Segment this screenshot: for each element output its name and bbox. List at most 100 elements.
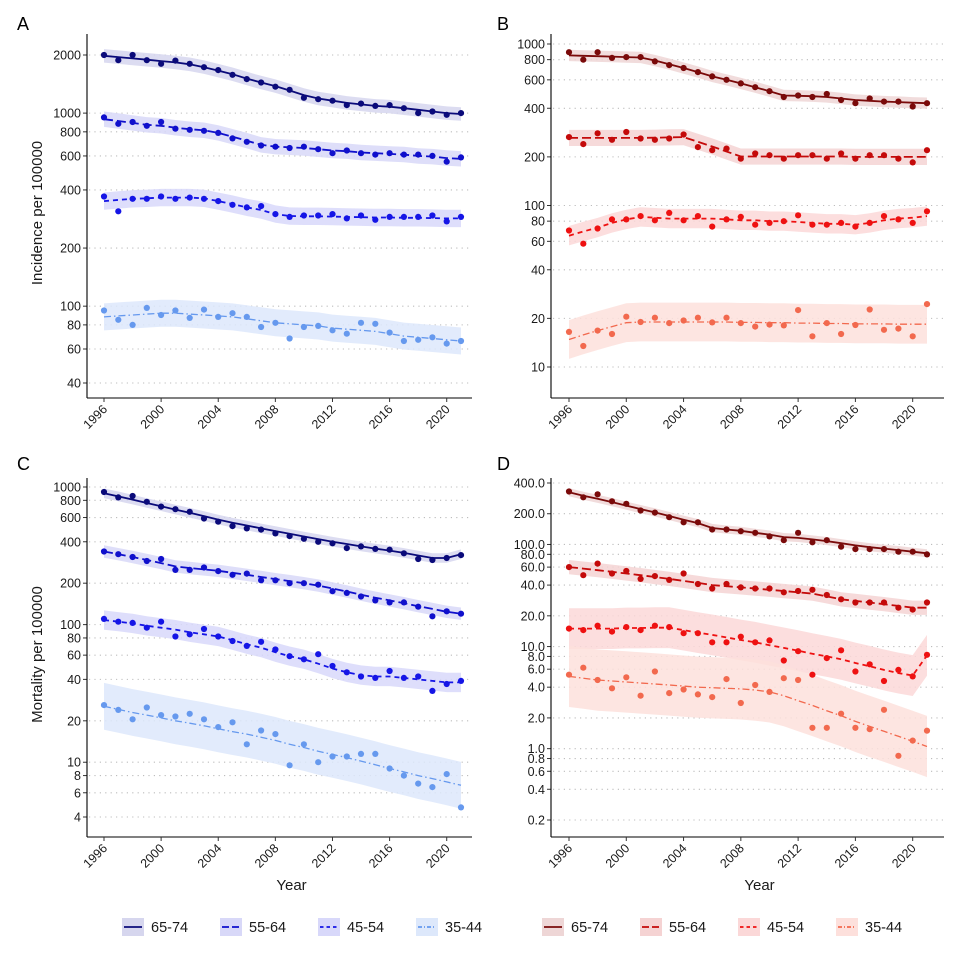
legend-item-red-45-54: 45-54 xyxy=(738,918,804,936)
data-point xyxy=(286,86,293,93)
y-tick-label: 600 xyxy=(60,149,81,163)
y-tick-label: 100.0 xyxy=(514,538,545,552)
data-point xyxy=(809,539,816,546)
data-point xyxy=(608,570,616,577)
data-point xyxy=(143,304,150,311)
data-point xyxy=(709,223,716,230)
data-point xyxy=(229,523,236,530)
data-point xyxy=(694,580,702,588)
data-point xyxy=(651,573,659,580)
legend-label: 65-74 xyxy=(151,920,188,936)
data-point xyxy=(329,97,336,104)
data-point xyxy=(343,330,350,337)
data-point xyxy=(651,622,659,629)
data-point xyxy=(852,100,859,107)
data-point xyxy=(357,673,365,680)
panel-label: A xyxy=(17,14,29,34)
y-tick-label: 600 xyxy=(524,73,545,87)
data-point xyxy=(315,212,322,219)
data-point xyxy=(823,591,830,599)
data-point xyxy=(780,322,787,329)
x-tick-label: 2012 xyxy=(775,402,805,432)
data-point xyxy=(357,750,365,758)
legend-label: 35-44 xyxy=(445,920,482,936)
data-point xyxy=(272,143,279,150)
data-point xyxy=(895,548,902,555)
data-point xyxy=(286,335,293,342)
data-point xyxy=(580,627,587,634)
data-point xyxy=(709,73,716,80)
ci-ribbon-35-44 xyxy=(104,299,461,355)
data-point xyxy=(723,76,730,83)
data-point xyxy=(329,327,336,334)
y-tick-label: 100 xyxy=(60,618,81,632)
data-point xyxy=(443,771,450,778)
y-tick-label: 20 xyxy=(67,714,81,728)
data-point xyxy=(415,110,422,117)
data-point xyxy=(429,108,436,115)
data-point xyxy=(923,147,931,154)
data-point xyxy=(229,135,236,142)
x-axis-title: Year xyxy=(744,877,774,894)
data-point xyxy=(666,320,673,327)
data-point xyxy=(200,515,208,522)
y-tick-label: 4 xyxy=(74,811,81,825)
y-tick-label: 40.0 xyxy=(521,579,545,593)
data-point xyxy=(852,599,859,606)
data-point xyxy=(272,83,279,90)
data-point xyxy=(752,323,759,330)
data-point xyxy=(357,100,365,107)
x-tick-label: 2000 xyxy=(138,841,168,871)
data-point xyxy=(300,94,307,101)
data-point xyxy=(129,321,136,328)
y-tick-label: 400.0 xyxy=(514,477,545,491)
data-point xyxy=(457,337,465,345)
data-point xyxy=(329,540,336,547)
y-tick-label: 20 xyxy=(531,312,545,326)
data-point xyxy=(300,143,307,150)
data-point xyxy=(637,575,644,583)
legend-label: 55-64 xyxy=(249,920,286,936)
legend-label: 35-44 xyxy=(865,920,902,936)
data-point xyxy=(880,677,888,685)
data-point xyxy=(608,136,616,143)
data-point xyxy=(372,216,379,223)
data-point xyxy=(780,589,787,596)
data-point xyxy=(852,223,859,230)
data-point xyxy=(565,671,573,678)
data-point xyxy=(172,506,179,513)
ci-ribbon-45-54 xyxy=(104,188,461,228)
y-tick-label: 10 xyxy=(531,361,545,375)
data-point xyxy=(286,580,293,587)
data-point xyxy=(229,637,236,645)
data-point xyxy=(315,538,322,545)
data-point xyxy=(651,668,659,675)
fit-line-45-54 xyxy=(569,626,928,677)
data-point xyxy=(694,691,702,698)
data-point xyxy=(229,310,236,317)
data-point xyxy=(823,90,830,98)
data-point xyxy=(429,556,436,564)
data-point xyxy=(895,325,902,332)
data-point xyxy=(315,146,322,153)
data-point xyxy=(766,152,773,159)
data-point xyxy=(200,564,208,571)
data-point xyxy=(258,638,265,645)
data-point xyxy=(909,103,916,110)
data-point xyxy=(457,677,465,685)
data-point xyxy=(723,526,730,533)
data-point xyxy=(158,118,165,126)
data-point xyxy=(415,673,422,680)
data-point xyxy=(443,340,450,347)
data-point xyxy=(823,655,830,662)
data-point xyxy=(838,219,845,226)
data-point xyxy=(909,159,916,166)
data-point xyxy=(766,219,773,226)
data-point xyxy=(709,147,716,154)
data-point xyxy=(780,218,787,225)
data-point xyxy=(909,673,916,680)
data-point xyxy=(443,158,450,165)
data-point xyxy=(429,687,436,695)
